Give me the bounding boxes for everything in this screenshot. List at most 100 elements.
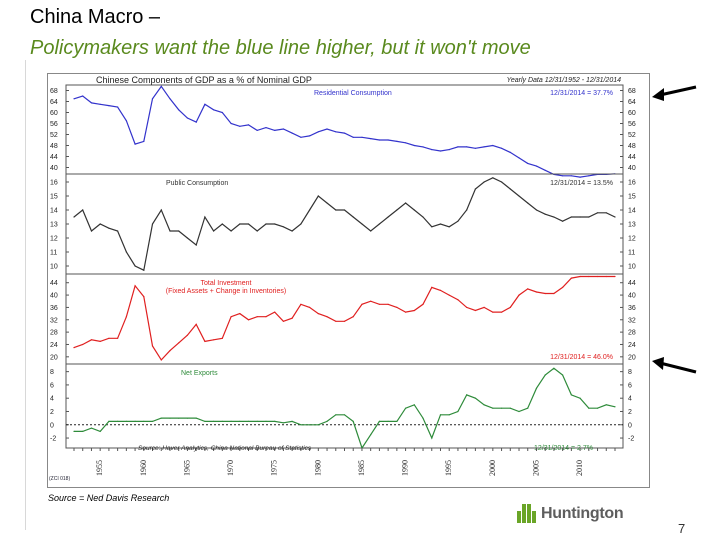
data-point bbox=[195, 323, 197, 325]
y-tick-label-right: 14 bbox=[628, 208, 636, 215]
data-point bbox=[213, 109, 215, 111]
data-point bbox=[361, 223, 363, 225]
data-point bbox=[186, 334, 188, 336]
data-point bbox=[230, 122, 232, 125]
data-point bbox=[108, 420, 110, 422]
data-point bbox=[282, 422, 284, 424]
data-point bbox=[396, 306, 398, 308]
data-point bbox=[239, 223, 241, 225]
data-point bbox=[448, 226, 450, 228]
y-tick-label-right: 36 bbox=[628, 305, 636, 312]
data-point bbox=[274, 223, 276, 225]
data-point bbox=[361, 303, 363, 305]
data-point bbox=[221, 337, 223, 339]
data-point bbox=[195, 121, 197, 123]
y-tick-label-left: 28 bbox=[50, 330, 58, 337]
x-tick-label: 2005 bbox=[531, 460, 540, 476]
y-tick-label-left: 40 bbox=[50, 165, 58, 172]
data-point bbox=[413, 144, 415, 147]
series-end-label: 12/31/2014 = 13.5% bbox=[550, 180, 613, 187]
data-point bbox=[378, 223, 380, 225]
data-point bbox=[439, 289, 442, 291]
huntington-logo: Huntington bbox=[517, 504, 624, 523]
slide-subtitle: Policymakers want the blue line higher, … bbox=[30, 37, 531, 59]
data-point bbox=[588, 175, 590, 177]
x-axis: 1955 1960 1965 1970 1975 1980 1985 1990 1995 2000… bbox=[73, 448, 616, 476]
data-point bbox=[178, 342, 180, 344]
data-point bbox=[335, 209, 337, 211]
data-point bbox=[483, 306, 485, 308]
y-tick-label-right: 68 bbox=[628, 88, 636, 95]
data-point bbox=[605, 404, 607, 406]
y-tick-label-left: 44 bbox=[50, 280, 58, 287]
data-point bbox=[274, 311, 276, 313]
data-point bbox=[151, 345, 154, 347]
data-point bbox=[73, 216, 75, 218]
data-point bbox=[300, 136, 302, 138]
slide-title: China Macro – bbox=[30, 6, 161, 28]
x-tick-label: 2000 bbox=[488, 460, 497, 476]
data-point bbox=[178, 417, 180, 419]
data-point bbox=[82, 343, 84, 346]
data-point bbox=[143, 140, 145, 142]
data-point bbox=[291, 132, 293, 134]
data-point bbox=[596, 407, 599, 409]
y-tick-label-right: 8 bbox=[628, 369, 632, 376]
data-point bbox=[492, 144, 494, 147]
y-tick-label-left: 24 bbox=[50, 342, 58, 349]
data-point bbox=[326, 202, 328, 204]
panel-net-exports: 8 8 6 6 4 4 2 2 0 0 -2 -2 Net Exports 12/31/2014 = 2.… bbox=[50, 363, 634, 452]
data-point bbox=[204, 103, 206, 105]
data-point bbox=[544, 374, 546, 376]
arrow-left-icon bbox=[652, 357, 697, 374]
data-point bbox=[509, 306, 511, 308]
data-point bbox=[204, 420, 206, 422]
data-point bbox=[387, 420, 389, 422]
data-point bbox=[562, 374, 564, 376]
y-tick-label-left: 10 bbox=[50, 264, 58, 271]
page-number: 7 bbox=[678, 521, 686, 536]
data-point bbox=[413, 404, 415, 406]
data-point bbox=[256, 230, 258, 232]
data-point bbox=[82, 430, 84, 432]
data-point bbox=[291, 420, 293, 422]
data-point bbox=[396, 420, 398, 422]
data-point bbox=[457, 220, 459, 222]
y-tick-label-right: 40 bbox=[628, 165, 636, 172]
data-point bbox=[588, 216, 590, 218]
data-point bbox=[352, 420, 354, 422]
y-tick-label-left: 13 bbox=[50, 222, 58, 229]
y-tick-label-right: 15 bbox=[628, 194, 636, 201]
data-point bbox=[343, 320, 346, 322]
data-point bbox=[492, 177, 494, 179]
data-point bbox=[544, 213, 546, 215]
data-point bbox=[370, 138, 372, 140]
data-point bbox=[169, 230, 171, 232]
data-point bbox=[230, 420, 232, 422]
data-point bbox=[256, 420, 258, 422]
data-point bbox=[335, 414, 337, 416]
x-tick-label: 1965 bbox=[182, 460, 191, 476]
data-point bbox=[204, 216, 206, 218]
series-end-label: 12/31/2014 = 46.0% bbox=[550, 354, 613, 361]
y-tick-label-right: 56 bbox=[628, 121, 636, 128]
logo-text: Huntington bbox=[541, 504, 624, 522]
data-point bbox=[317, 424, 319, 426]
data-point bbox=[387, 303, 389, 305]
data-point bbox=[326, 420, 328, 422]
y-tick-label-left: 15 bbox=[50, 194, 58, 201]
data-point bbox=[370, 300, 372, 302]
source-note: Source = Ned Davis Research bbox=[48, 493, 170, 503]
data-point bbox=[239, 313, 241, 315]
data-point bbox=[73, 347, 75, 349]
data-point bbox=[134, 143, 136, 145]
chart-title: Chinese Components of GDP as a % of Nomi… bbox=[96, 75, 312, 85]
data-point bbox=[405, 311, 407, 313]
data-point bbox=[335, 131, 337, 133]
data-point bbox=[466, 306, 468, 308]
data-point bbox=[596, 275, 599, 278]
data-point bbox=[256, 129, 258, 131]
data-point bbox=[309, 424, 311, 426]
data-point bbox=[343, 209, 346, 211]
data-point bbox=[134, 265, 136, 267]
